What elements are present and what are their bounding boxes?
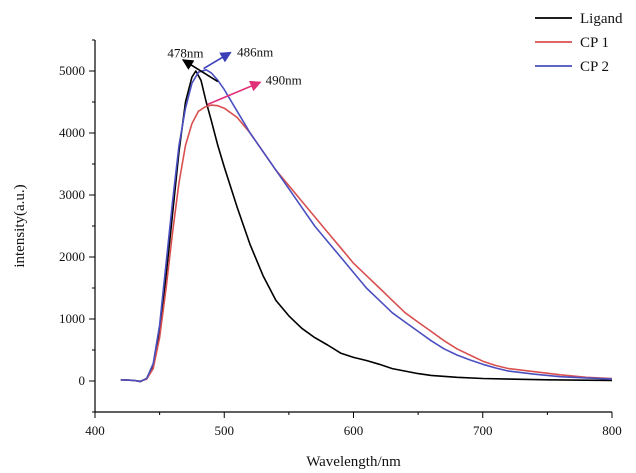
x-axis-title: Wavelength/nm <box>306 454 401 470</box>
y-tick-label: 4000 <box>59 125 85 140</box>
y-tick-label: 2000 <box>59 249 85 264</box>
x-tick-label: 800 <box>602 423 622 438</box>
x-tick-label: 700 <box>473 423 493 438</box>
series-line-cp-2 <box>120 69 613 383</box>
series-line-ligand <box>120 70 613 383</box>
y-tick-label: 5000 <box>59 63 85 78</box>
y-axis-title: intensity(a.u.) <box>12 184 28 267</box>
annotation-label: 478nm <box>167 45 203 60</box>
legend-label: CP 2 <box>580 59 609 75</box>
legend-label: CP 1 <box>580 35 609 51</box>
plot-series <box>120 69 613 383</box>
y-tick-label: 0 <box>79 373 86 388</box>
x-tick-label: 500 <box>215 423 235 438</box>
annotation-arrow <box>203 51 232 70</box>
x-tick-label: 600 <box>344 423 364 438</box>
peak-annotations: 478nm 486nm 490nm <box>167 45 302 106</box>
legend-label: Ligand <box>580 11 623 27</box>
series-line-cp-1 <box>120 104 613 383</box>
annotation-arrow <box>181 59 219 83</box>
legend: Ligand CP 1 CP 2 <box>535 11 623 75</box>
annotation-label: 486nm <box>237 45 273 60</box>
axes: 400 500 600 700 800 0 1000 2000 3000 4000 5000 <box>59 39 622 438</box>
x-tick-label: 400 <box>85 423 105 438</box>
y-tick-label: 1000 <box>59 311 85 326</box>
annotation-label: 490nm <box>266 73 302 88</box>
y-tick-label: 3000 <box>59 187 85 202</box>
annotation-arrow <box>207 80 262 106</box>
